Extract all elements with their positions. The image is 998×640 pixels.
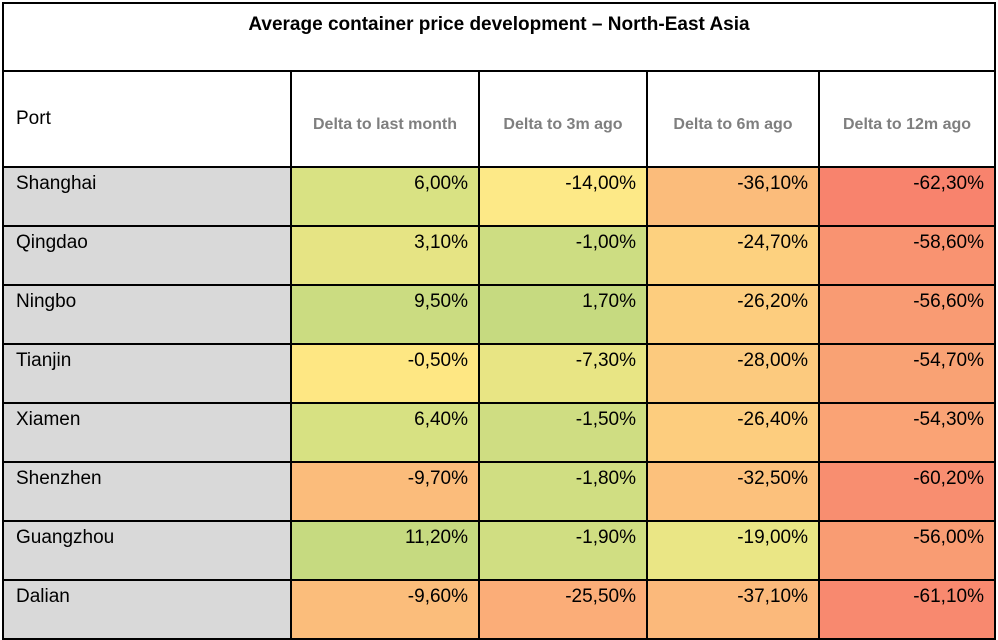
column-header-6m: Delta to 6m ago — [646, 70, 820, 168]
value-cell: 11,20% — [290, 520, 480, 581]
table-row: Tianjin -0,50% -7,30% -28,00% -54,70% — [2, 343, 996, 404]
value-cell: -19,00% — [646, 520, 820, 581]
port-name-cell: Xiamen — [2, 402, 292, 463]
value-cell: -36,10% — [646, 166, 820, 227]
value-cell: -25,50% — [478, 579, 648, 640]
value-cell: -1,00% — [478, 225, 648, 286]
value-cell: -54,70% — [818, 343, 996, 404]
value-cell: -54,30% — [818, 402, 996, 463]
table-body: Shanghai 6,00% -14,00% -36,10% -62,30% Qingda… — [2, 166, 996, 640]
value-cell: -28,00% — [646, 343, 820, 404]
port-name-cell: Ningbo — [2, 284, 292, 345]
column-header-last-month: Delta to last month — [290, 70, 480, 168]
value-cell: 6,00% — [290, 166, 480, 227]
port-name-cell: Tianjin — [2, 343, 292, 404]
column-header-3m: Delta to 3m ago — [478, 70, 648, 168]
value-cell: -24,70% — [646, 225, 820, 286]
table-row: Ningbo 9,50% 1,70% -26,20% -56,60% — [2, 284, 996, 345]
port-column-header: Port — [2, 70, 292, 168]
value-cell: 1,70% — [478, 284, 648, 345]
column-header-12m: Delta to 12m ago — [818, 70, 996, 168]
value-cell: -1,80% — [478, 461, 648, 522]
value-cell: -37,10% — [646, 579, 820, 640]
port-name-cell: Shenzhen — [2, 461, 292, 522]
table-row: Xiamen 6,40% -1,50% -26,40% -54,30% — [2, 402, 996, 463]
table-row: Shanghai 6,00% -14,00% -36,10% -62,30% — [2, 166, 996, 227]
value-cell: -56,60% — [818, 284, 996, 345]
value-cell: -61,10% — [818, 579, 996, 640]
value-cell: 9,50% — [290, 284, 480, 345]
value-cell: -62,30% — [818, 166, 996, 227]
value-cell: -58,60% — [818, 225, 996, 286]
port-name-cell: Dalian — [2, 579, 292, 640]
value-cell: -1,90% — [478, 520, 648, 581]
value-cell: -7,30% — [478, 343, 648, 404]
table-row: Dalian -9,60% -25,50% -37,10% -61,10% — [2, 579, 996, 640]
value-cell: -32,50% — [646, 461, 820, 522]
table-row: Qingdao 3,10% -1,00% -24,70% -58,60% — [2, 225, 996, 286]
port-name-cell: Guangzhou — [2, 520, 292, 581]
table-title: Average container price development – No… — [2, 2, 996, 72]
value-cell: -56,00% — [818, 520, 996, 581]
port-name-cell: Qingdao — [2, 225, 292, 286]
value-cell: 6,40% — [290, 402, 480, 463]
value-cell: -9,60% — [290, 579, 480, 640]
table-row: Guangzhou 11,20% -1,90% -19,00% -56,00% — [2, 520, 996, 581]
port-name-cell: Shanghai — [2, 166, 292, 227]
value-cell: 3,10% — [290, 225, 480, 286]
value-cell: -26,40% — [646, 402, 820, 463]
value-cell: -14,00% — [478, 166, 648, 227]
value-cell: -60,20% — [818, 461, 996, 522]
table-row: Shenzhen -9,70% -1,80% -32,50% -60,20% — [2, 461, 996, 522]
value-cell: -9,70% — [290, 461, 480, 522]
value-cell: -0,50% — [290, 343, 480, 404]
value-cell: -26,20% — [646, 284, 820, 345]
value-cell: -1,50% — [478, 402, 648, 463]
